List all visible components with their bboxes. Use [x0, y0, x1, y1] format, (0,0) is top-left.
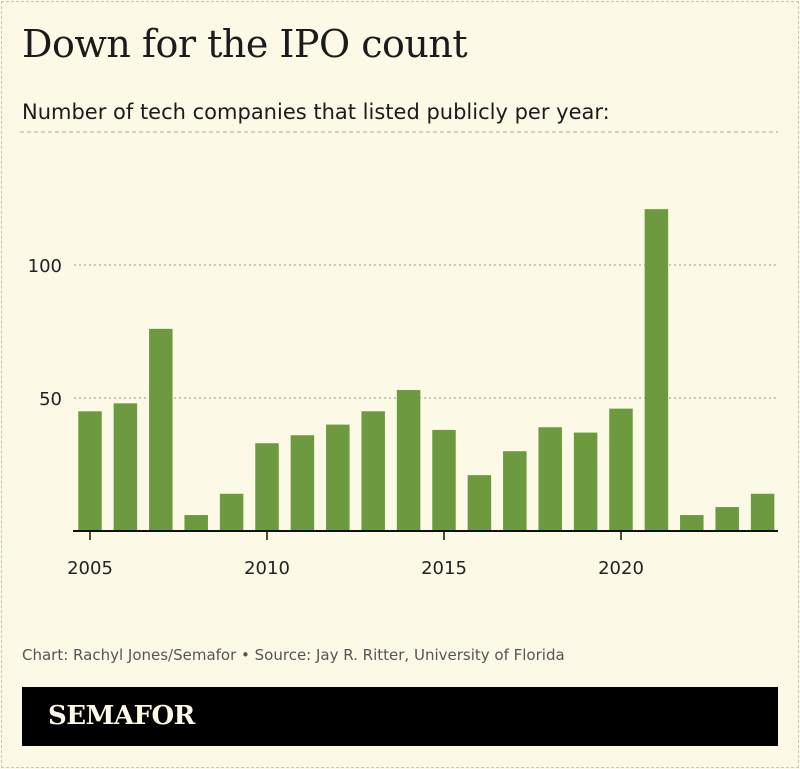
bar-2016: [467, 475, 492, 531]
bar-2008: [184, 515, 208, 531]
bar-2005: [78, 411, 102, 531]
y-tick-label: 100: [28, 256, 62, 277]
bar-chart: 50 100 2005 2010 2015 2020: [20, 131, 778, 579]
x-tick-label: 2005: [67, 558, 113, 579]
x-tick-label: 2015: [421, 558, 467, 579]
bar-2009: [219, 493, 244, 531]
bar-2018: [538, 427, 562, 531]
bar-2021: [644, 209, 669, 531]
bar-2011: [290, 435, 315, 531]
bar-2017: [503, 451, 527, 531]
bar-2023: [715, 507, 739, 531]
bar-2013: [361, 411, 385, 531]
bar-2024: [750, 493, 775, 531]
bar-2006: [113, 403, 138, 531]
bar-2022: [680, 515, 704, 531]
bar-2010: [255, 443, 279, 531]
semafor-logo: SEMAFOR: [48, 701, 195, 731]
bar-2019: [573, 432, 598, 531]
bar-2015: [432, 429, 456, 531]
bar-2012: [326, 424, 350, 531]
x-tick-label: 2010: [244, 558, 290, 579]
bar-2020: [609, 408, 633, 531]
x-tick-label: 2020: [598, 558, 644, 579]
bar-2007: [149, 328, 173, 531]
y-tick-label: 50: [39, 389, 62, 410]
brand-bar: SEMAFOR: [22, 687, 778, 746]
bar-2014: [396, 390, 421, 531]
chart-title: Down for the IPO count: [22, 22, 468, 66]
chart-subtitle: Number of tech companies that listed pub…: [22, 100, 610, 124]
source-credit: Chart: Rachyl Jones/Semafor • Source: Ja…: [22, 646, 565, 664]
